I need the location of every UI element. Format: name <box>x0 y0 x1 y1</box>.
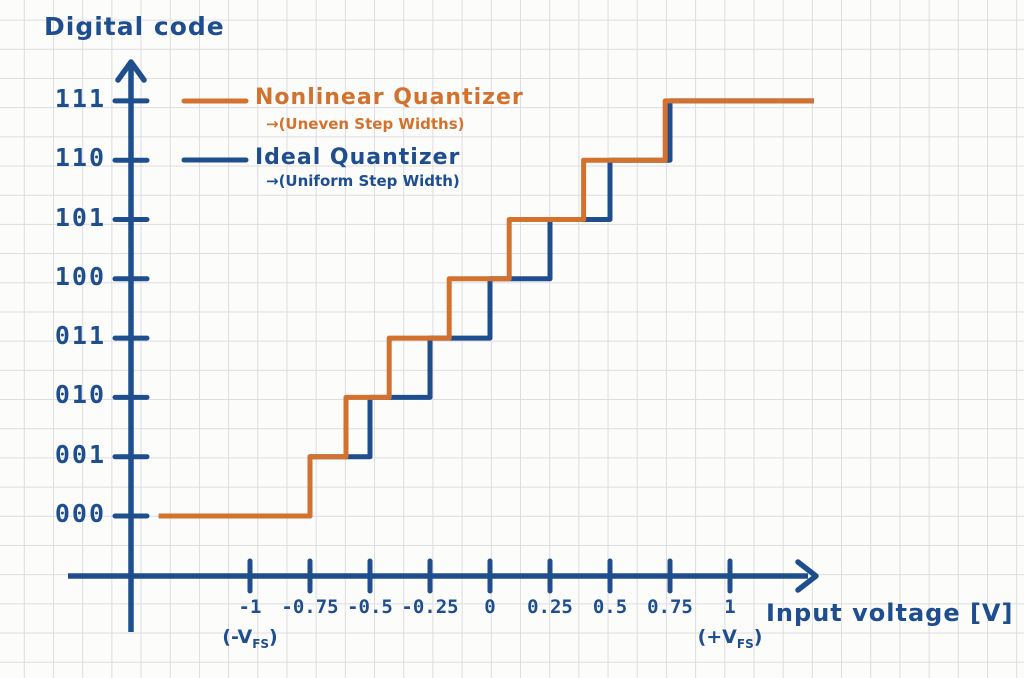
x-axis-arrowhead-icon <box>795 559 819 593</box>
x-axis-title: Input voltage [V] <box>766 599 1014 627</box>
y-tick-label-111: 111 <box>54 83 106 113</box>
x-tick-label--1: -1 <box>238 596 262 618</box>
y-tick-label-101: 101 <box>54 202 106 232</box>
y-tick-label-010: 010 <box>54 380 106 410</box>
x-annotation-positive-vfs: (+VFS) <box>680 626 780 651</box>
x-tick-label-1: 1 <box>724 596 736 618</box>
x-tick-label--0.5: -0.5 <box>347 596 393 618</box>
legend-note-uneven-step-widths: →(Uneven Step Widths) <box>266 115 465 133</box>
x-ticks <box>247 558 733 594</box>
neg-vfs-close: ) <box>269 626 278 648</box>
neg-vfs-subscript: FS <box>252 636 270 651</box>
x-tick-label-0.75: 0.75 <box>647 596 693 618</box>
x-tick-label--0.75: -0.75 <box>281 596 339 618</box>
y-tick-label-000: 000 <box>54 499 106 528</box>
y-tick-label-110: 110 <box>54 143 106 173</box>
y-tick-label-100: 100 <box>54 261 106 291</box>
series-line-nonlinear-quantizer <box>158 98 814 519</box>
legend-note-uniform-step-width: →(Uniform Step Width) <box>266 172 460 190</box>
pos-vfs-subscript: FS <box>736 636 754 651</box>
x-tick-label-0.25: 0.25 <box>527 596 573 618</box>
series-lines <box>158 98 814 519</box>
neg-vfs-text: (-V <box>222 626 253 648</box>
x-tick-label--0.25: -0.25 <box>401 596 459 618</box>
y-tick-label-011: 011 <box>54 321 106 351</box>
legend-label-ideal-quantizer: Ideal Quantizer <box>255 145 461 170</box>
pos-vfs-text: (+V <box>697 626 737 648</box>
y-tick-label-001: 001 <box>54 439 106 469</box>
pos-vfs-close: ) <box>753 626 763 648</box>
legend-swatches <box>181 98 249 163</box>
legend-label-nonlinear-quantizer: Nonlinear Quantizer <box>255 85 524 110</box>
y-axis-title: Digital code <box>44 12 225 41</box>
x-tick-label-0.5: 0.5 <box>592 596 628 618</box>
x-annotation-negative-vfs: (-VFS) <box>200 626 300 651</box>
x-tick-label-0: 0 <box>484 596 496 618</box>
y-ticks <box>112 98 150 519</box>
y-axis-arrowhead-icon <box>115 59 147 83</box>
